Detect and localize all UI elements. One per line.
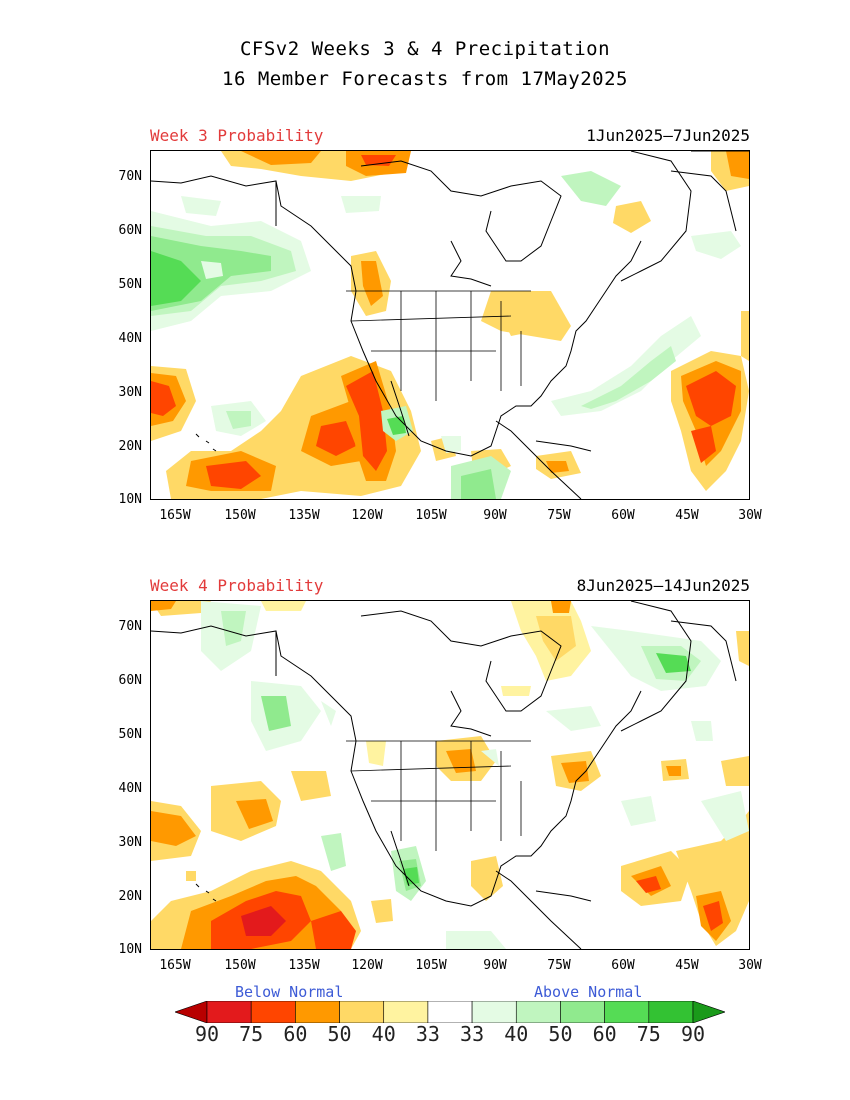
legend-value: 40: [504, 1022, 529, 1046]
legend-value: 40: [371, 1022, 396, 1046]
week3-map: [150, 150, 750, 500]
lon-tick: 105W: [415, 508, 447, 523]
legend-swatch: [427, 1001, 473, 1023]
lon-tick: 165W: [159, 958, 191, 973]
lon-tick: 60W: [611, 508, 635, 523]
legend-value: 75: [636, 1022, 661, 1046]
week3-dates: 1Jun2025—7Jun2025: [586, 126, 750, 145]
lon-tick: 150W: [224, 508, 256, 523]
week4-map-canvas: [151, 601, 749, 949]
legend-value: 60: [283, 1022, 308, 1046]
week4-map: [150, 600, 750, 950]
legend-swatch: [471, 1001, 517, 1023]
title-line-1: CFSv2 Weeks 3 & 4 Precipitation: [239, 38, 611, 60]
lon-tick: 120W: [351, 508, 383, 523]
legend-swatch-right-arrow: [692, 1001, 725, 1023]
lat-tick: 40N: [118, 781, 142, 796]
lat-tick: 30N: [118, 385, 142, 400]
lon-tick: 135W: [288, 958, 320, 973]
legend-value: 90: [194, 1022, 220, 1046]
week4-dates: 8Jun2025—14Jun2025: [576, 576, 750, 595]
lon-tick: 135W: [288, 508, 320, 523]
week3-islands: [195, 433, 217, 452]
legend-below-label: Below Normal: [235, 983, 344, 1001]
lon-tick: 150W: [224, 958, 256, 973]
lat-tick: 10N: [118, 942, 142, 957]
lat-tick: 20N: [118, 889, 142, 904]
legend-value: 33: [415, 1022, 440, 1046]
legend-value: 33: [460, 1022, 485, 1046]
week3-coastlines: [151, 151, 749, 499]
lon-tick: 75W: [547, 508, 571, 523]
legend-swatch: [648, 1001, 694, 1023]
lat-tick: 30N: [118, 835, 142, 850]
lat-tick: 20N: [118, 439, 142, 454]
legend-value: 60: [592, 1022, 617, 1046]
legend-swatch: [250, 1001, 296, 1023]
legend-colorbar: [175, 1001, 725, 1023]
lat-tick: 60N: [118, 673, 142, 688]
lat-tick: 70N: [118, 169, 142, 184]
lon-tick: 60W: [611, 958, 635, 973]
week3-below-normal-areas: [151, 151, 749, 499]
legend-swatch: [295, 1001, 340, 1023]
lon-tick: 165W: [159, 508, 191, 523]
legend-swatch: [515, 1001, 561, 1023]
lon-tick: 90W: [483, 508, 507, 523]
lat-tick: 60N: [118, 223, 142, 238]
lat-tick: 50N: [118, 277, 142, 292]
week4-above-normal-areas: [201, 601, 749, 949]
week4-coastlines: [151, 601, 737, 949]
lat-tick: 10N: [118, 492, 142, 507]
lat-tick: 50N: [118, 727, 142, 742]
lon-tick: 30W: [738, 508, 762, 523]
legend-value: 75: [239, 1022, 264, 1046]
week4-below-normal-areas: [151, 601, 749, 949]
lon-tick: 120W: [351, 958, 383, 973]
legend-swatch: [604, 1001, 650, 1023]
lon-tick: 45W: [675, 508, 699, 523]
legend-swatch: [383, 1001, 429, 1023]
week4-islands: [195, 883, 217, 902]
legend-above-label: Above Normal: [534, 983, 643, 1001]
week3-map-canvas: [151, 151, 749, 499]
legend-value: 50: [548, 1022, 573, 1046]
legend-swatch: [560, 1001, 605, 1023]
legend-value: 50: [327, 1022, 352, 1046]
lon-tick: 105W: [415, 958, 447, 973]
lon-tick: 30W: [738, 958, 762, 973]
lon-tick: 45W: [675, 958, 699, 973]
lon-tick: 90W: [483, 958, 507, 973]
week3-state-lines: [346, 290, 531, 401]
lon-tick: 75W: [547, 958, 571, 973]
title-line-2: 16 Member Forecasts from 17May2025: [222, 68, 628, 90]
legend-swatch: [206, 1001, 252, 1023]
legend-swatch-left-arrow: [175, 1001, 208, 1023]
week3-above-normal-areas: [151, 171, 741, 499]
lat-tick: 40N: [118, 331, 142, 346]
legend-value: 90: [680, 1022, 706, 1046]
week4-state-lines: [346, 740, 531, 851]
lat-tick: 70N: [118, 619, 142, 634]
week3-label: Week 3 Probability: [150, 126, 324, 145]
week4-label: Week 4 Probability: [150, 576, 324, 595]
legend-swatch: [339, 1001, 385, 1023]
